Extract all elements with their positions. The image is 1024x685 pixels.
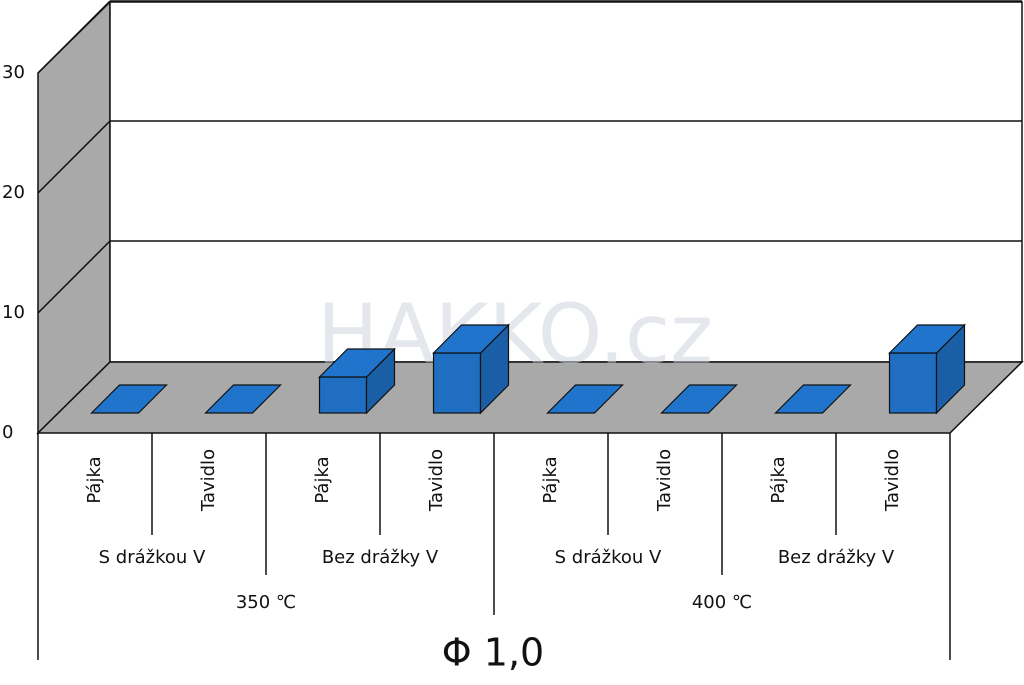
bar-top xyxy=(432,324,510,354)
grid-line xyxy=(37,240,111,314)
y-tick-label: 10 xyxy=(2,302,25,323)
x-tick-label: Tavidlo xyxy=(198,449,219,512)
group-label: S drážkou V xyxy=(555,547,662,568)
grid-line xyxy=(37,120,111,194)
bar-top xyxy=(318,348,396,378)
group-label: S drážkou V xyxy=(99,547,206,568)
supergroup-label: 350 ℃ xyxy=(236,592,296,613)
grid-line xyxy=(37,0,111,74)
back-wall xyxy=(109,1,1023,363)
x-axis-title: Φ 1,0 xyxy=(442,631,544,675)
bar-front xyxy=(432,352,482,414)
bar-front xyxy=(318,376,368,414)
x-tick-label: Pájka xyxy=(312,456,333,503)
floor xyxy=(36,361,1024,434)
x-tick-label: Tavidlo xyxy=(882,449,903,512)
x-tick-label: Pájka xyxy=(84,456,105,503)
x-tick-label: Tavidlo xyxy=(654,449,675,512)
bar-top xyxy=(90,384,168,414)
bar-front xyxy=(888,352,938,414)
y-tick-label: 20 xyxy=(2,182,25,203)
bar-top xyxy=(774,384,852,414)
group-label: Bez drážky V xyxy=(778,547,895,568)
supergroup-label: 400 ℃ xyxy=(692,592,752,613)
x-tick-label: Pájka xyxy=(768,456,789,503)
group-label: Bez drážky V xyxy=(322,547,439,568)
y-tick-label: 30 xyxy=(2,62,25,83)
x-tick-label: Pájka xyxy=(540,456,561,503)
bar-top xyxy=(546,384,624,414)
bar-top xyxy=(204,384,282,414)
x-tick-label: Tavidlo xyxy=(426,449,447,512)
bar-top xyxy=(660,384,738,414)
bar-top xyxy=(888,324,966,354)
y-tick-label: 0 xyxy=(2,422,13,443)
left-wall xyxy=(37,0,111,435)
